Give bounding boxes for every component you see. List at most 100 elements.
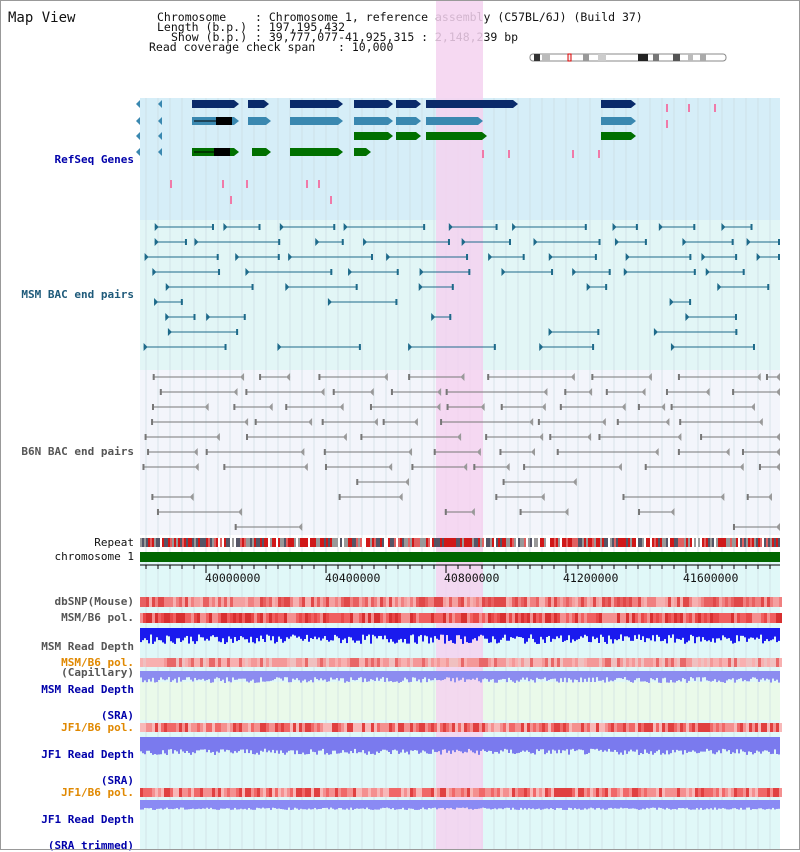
track-label-jf1-depth[interactable]: JF1 Read Depth (SRA): [0, 735, 134, 787]
heat-cell: [443, 613, 446, 623]
repeat-element: [302, 538, 304, 547]
repeat-element: [290, 538, 292, 547]
depth-bar: [148, 671, 150, 680]
snp-tick: [508, 150, 510, 158]
track-label-chromosome[interactable]: chromosome 1: [54, 550, 134, 563]
heat-cell: [347, 597, 350, 607]
depth-bar: [562, 800, 564, 810]
bac-end-marker: [279, 223, 284, 231]
heat-cell: [749, 723, 752, 732]
depth-bar: [428, 628, 430, 644]
track-label-msm-bac[interactable]: MSM BAC end pairs: [21, 288, 134, 301]
heat-cell: [389, 613, 392, 623]
heat-cell: [647, 788, 650, 797]
depth-bar: [680, 800, 682, 809]
heat-cell: [665, 723, 668, 732]
depth-bar: [742, 800, 744, 810]
depth-bar: [544, 628, 546, 643]
depth-bar: [336, 737, 338, 754]
depth-bar: [278, 800, 280, 809]
msm-depth-sra-line2: (SRA): [100, 709, 134, 722]
depth-bar: [376, 800, 378, 810]
bac-end-marker: [408, 448, 413, 456]
depth-bar: [476, 737, 478, 751]
heat-cell: [221, 613, 224, 623]
heat-cell: [209, 613, 212, 623]
heat-cell: [527, 788, 530, 797]
bac-end-marker: [447, 239, 450, 245]
depth-bar: [760, 800, 762, 809]
depth-bar: [764, 671, 766, 681]
gene-arrow: [136, 100, 140, 108]
repeat-element: [378, 538, 380, 547]
heat-cell: [404, 723, 407, 732]
track-label-msm-depth-cap[interactable]: MSM Read Depth (Capillary): [0, 627, 134, 679]
bac-end-marker: [750, 224, 753, 230]
heat-cell: [515, 613, 518, 623]
gene-exon: [192, 100, 234, 108]
depth-bar: [218, 737, 220, 753]
heat-cell: [269, 613, 272, 623]
depth-bar: [386, 671, 388, 678]
depth-bar: [242, 628, 244, 638]
heat-cell: [299, 658, 302, 667]
heat-cell: [257, 597, 260, 607]
heat-cell: [692, 788, 695, 797]
heat-cell: [245, 788, 248, 797]
depth-bar: [602, 671, 604, 680]
track-label-dbsnp[interactable]: dbSNP(Mouse): [54, 595, 134, 608]
track-label-msm-depth-sra[interactable]: MSM Read Depth (SRA): [0, 670, 134, 722]
heat-cell: [326, 613, 329, 623]
track-label-refseq[interactable]: RefSeq Genes: [54, 153, 134, 166]
repeat-element: [548, 538, 550, 547]
depth-bar: [482, 737, 484, 750]
track-label-jf1-b6-pol-2[interactable]: JF1/B6 pol.: [61, 786, 134, 799]
heat-cell: [401, 658, 404, 667]
depth-bar: [732, 737, 734, 753]
heat-cell: [779, 613, 782, 623]
heat-cell: [677, 597, 680, 607]
heat-cell: [635, 788, 638, 797]
track-label-jf1-depth-trim[interactable]: JF1 Read Depth (SRA trimmed): [0, 800, 134, 852]
depth-bar: [152, 800, 154, 810]
heat-cell: [746, 788, 749, 797]
depth-bar: [518, 628, 520, 637]
track-label-repeat[interactable]: Repeat: [94, 536, 134, 549]
depth-bar: [278, 628, 280, 637]
heat-cell: [605, 723, 608, 732]
depth-bar: [426, 628, 428, 637]
bac-end-marker: [433, 449, 436, 455]
heat-cell: [512, 658, 515, 667]
heat-cell: [446, 597, 449, 607]
depth-bar: [376, 671, 378, 678]
depth-bar: [588, 737, 590, 753]
track-label-b6n-bac[interactable]: B6N BAC end pairs: [21, 445, 134, 458]
track-label-msm-b6-pol[interactable]: MSM/B6 pol.: [61, 611, 134, 624]
heat-cell: [251, 597, 254, 607]
heat-cell: [533, 723, 536, 732]
depth-bar: [762, 628, 764, 644]
bac-end-marker: [623, 268, 628, 276]
bac-end-marker: [556, 449, 559, 455]
repeat-element: [436, 538, 438, 547]
heat-cell: [761, 597, 764, 607]
depth-bar: [552, 737, 554, 750]
depth-bar: [256, 671, 258, 683]
depth-bar: [662, 800, 664, 809]
chromosome-ideogram[interactable]: [528, 52, 728, 64]
repeat-element: [678, 538, 680, 547]
heat-cell: [602, 613, 605, 623]
heat-cell: [236, 658, 239, 667]
track-label-msm-b6-pol-sra[interactable]: MSM/B6 pol.: [61, 656, 134, 669]
heat-cell: [176, 613, 179, 623]
heat-cell: [662, 613, 665, 623]
depth-bar: [166, 628, 168, 636]
heat-cell: [425, 597, 428, 607]
depth-bar: [474, 628, 476, 639]
heat-cell: [770, 723, 773, 732]
track-label-jf1-b6-pol[interactable]: JF1/B6 pol.: [61, 721, 134, 734]
heat-cell: [203, 658, 206, 667]
repeat-element: [342, 538, 344, 547]
heat-cell: [467, 597, 470, 607]
